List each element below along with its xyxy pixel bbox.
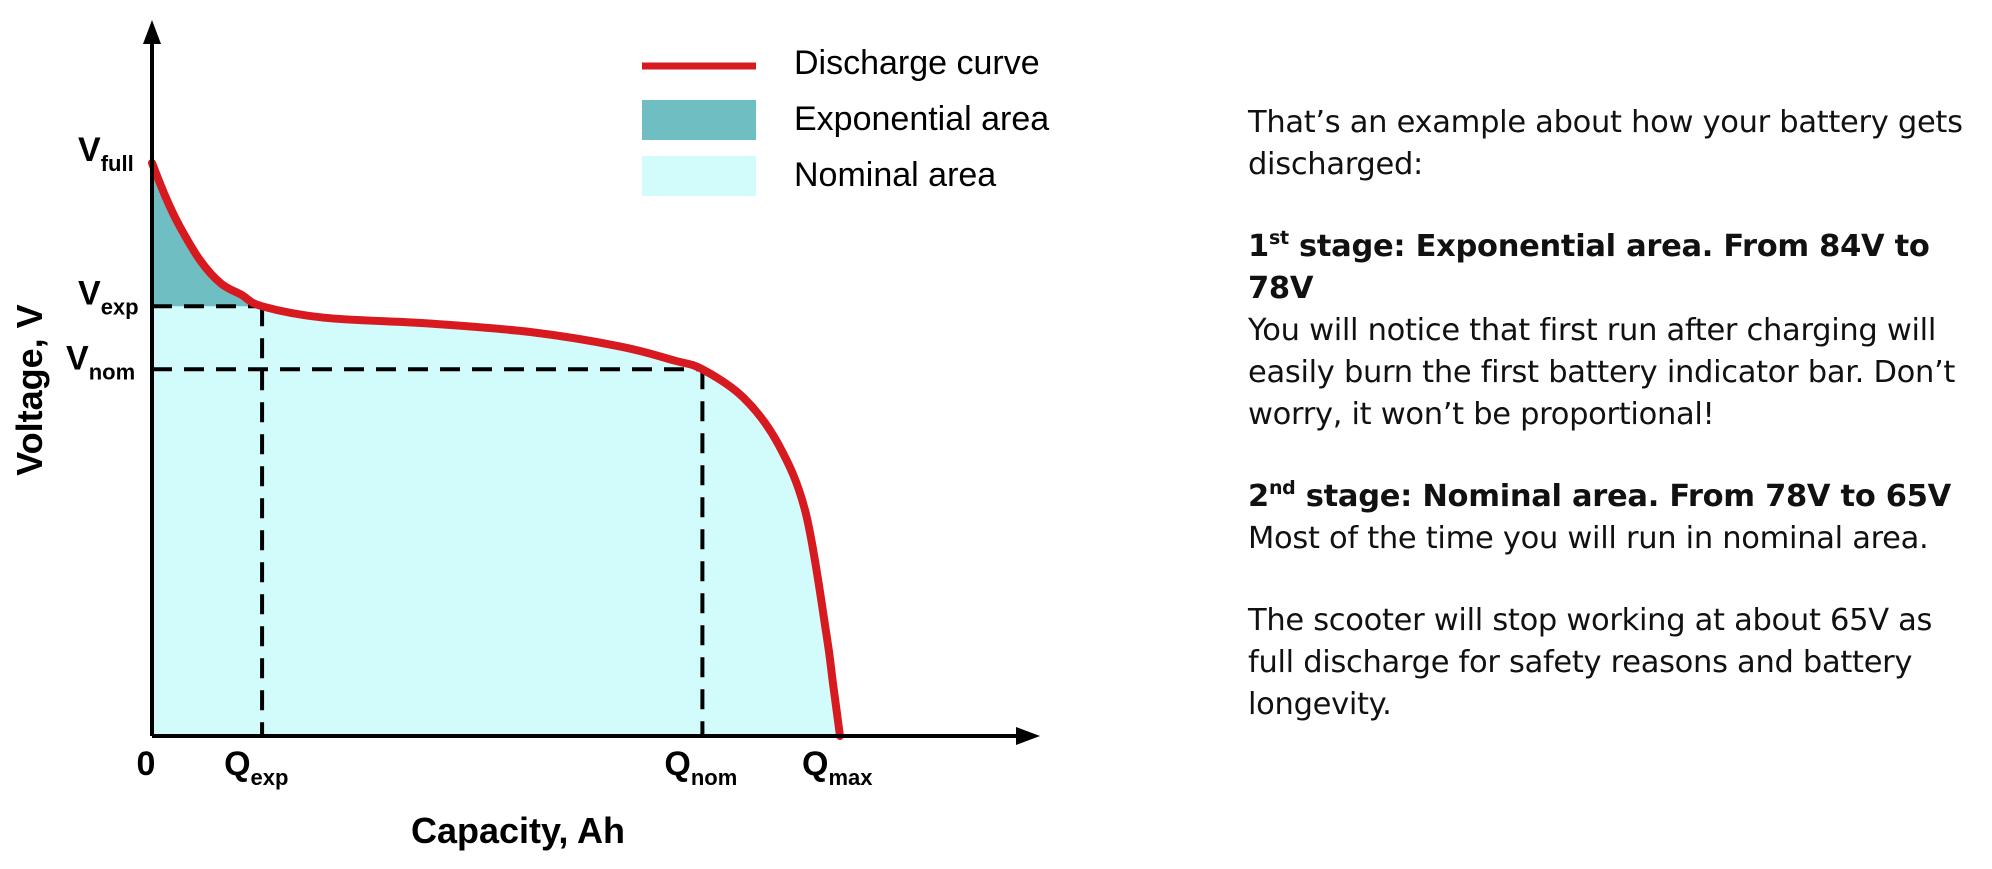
stage-2-number: 2	[1248, 479, 1269, 514]
y-tick-label-exp: Vexp	[78, 274, 139, 319]
stage-2: 2nd stage: Nominal area. From 78V to 65V…	[1248, 476, 1968, 560]
legend: Discharge curve Exponential area Nominal a…	[642, 44, 1049, 196]
plot-area: 0 Qexp Qnom Qmax Vfull Vexp Vnom	[66, 20, 1040, 790]
stage-2-body: Most of the time you will run in nominal…	[1248, 521, 1929, 556]
exponential-area-fill	[152, 163, 263, 307]
stage-2-title: stage: Nominal area. From 78V to 65V	[1295, 479, 1951, 514]
discharge-curve-line	[148, 159, 844, 740]
x-axis-arrow-icon	[1016, 727, 1040, 745]
y-axis-title: Voltage, V	[9, 304, 50, 475]
stage-1-body: You will notice that first run after cha…	[1248, 313, 1956, 432]
intro-text: That’s an example about how your battery…	[1248, 105, 1963, 182]
nominal-area-fill	[152, 163, 840, 736]
legend-swatch-nominal-area	[642, 156, 756, 196]
stage-1-title: stage: Exponential area. From 84V to 78V	[1248, 229, 1930, 306]
origin-label: 0	[137, 745, 156, 783]
y-axis-arrow-icon	[143, 20, 161, 44]
legend-label-0: Discharge curve	[794, 44, 1040, 82]
x-tick-label-max: Qmax	[802, 745, 873, 790]
y-tick-label-full: Vfull	[78, 131, 134, 176]
legend-label-2: Nominal area	[794, 156, 996, 194]
stage-2-heading: 2nd stage: Nominal area. From 78V to 65V	[1248, 476, 1968, 518]
stage-1-number: 1	[1248, 229, 1269, 264]
x-tick-label-nom: Qnom	[664, 745, 737, 790]
x-axis-title: Capacity, Ah	[411, 810, 625, 851]
outro-text: The scooter will stop working at about 6…	[1248, 603, 1933, 722]
explanation-panel: That’s an example about how your battery…	[1248, 102, 1968, 766]
legend-label-1: Exponential area	[794, 100, 1049, 138]
y-tick-label-nom: Vnom	[66, 339, 135, 384]
stage-1-heading: 1st stage: Exponential area. From 84V to…	[1248, 226, 1968, 310]
stage-1-ordinal: st	[1268, 227, 1289, 249]
stage-2-ordinal: nd	[1268, 477, 1296, 499]
x-tick-label-exp: Qexp	[224, 745, 288, 790]
legend-swatch-exponential-area	[642, 100, 756, 140]
stage-1: 1st stage: Exponential area. From 84V to…	[1248, 226, 1968, 436]
